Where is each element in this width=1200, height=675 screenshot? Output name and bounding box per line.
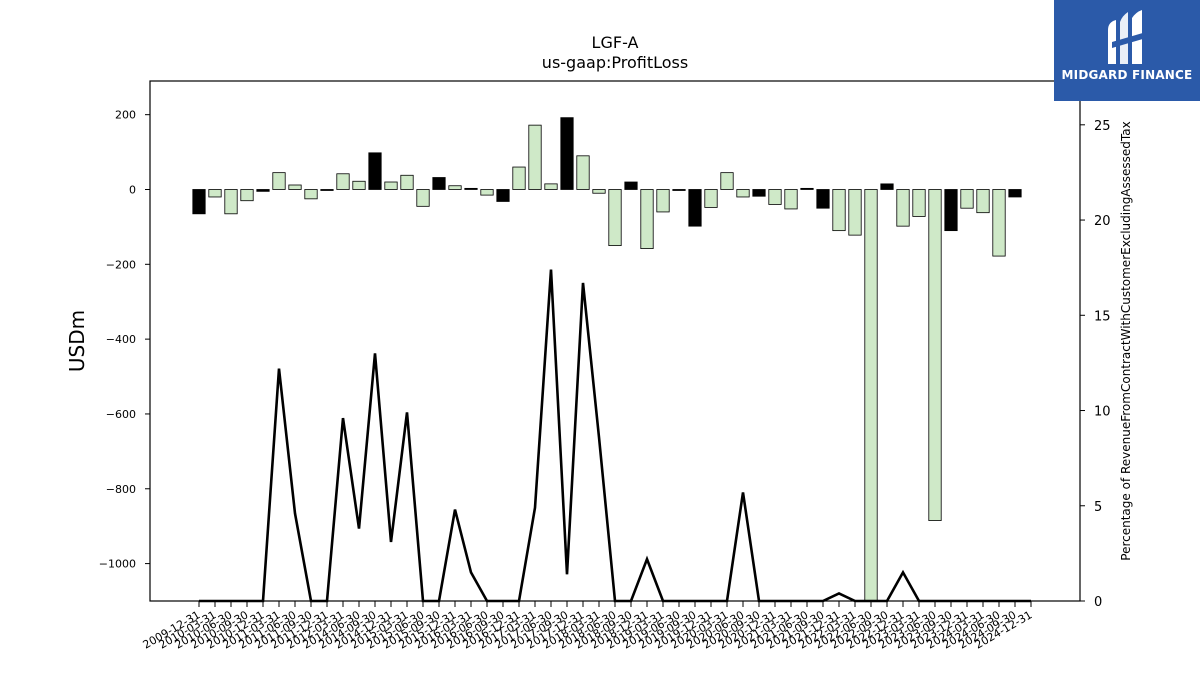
logo-text: MIDGARD FINANCE	[1061, 68, 1193, 82]
bar	[1008, 189, 1022, 198]
bar	[992, 189, 1006, 257]
bar	[944, 189, 958, 232]
bar	[256, 189, 270, 192]
bar	[656, 189, 670, 213]
y-tick-label: −200	[106, 258, 136, 271]
y2-axis-label: Percentage of RevenueFromContractWithCus…	[1119, 121, 1133, 560]
bar	[240, 189, 254, 202]
bar	[320, 189, 334, 191]
bar	[800, 187, 814, 190]
bar	[304, 189, 318, 200]
bar	[752, 189, 766, 197]
bar	[192, 189, 206, 215]
bar	[272, 172, 286, 190]
y2-tick-label: 15	[1094, 309, 1111, 324]
bar	[784, 189, 798, 210]
y-tick-label: 0	[129, 183, 136, 196]
bar	[592, 189, 606, 194]
y-tick-label: −600	[106, 408, 136, 421]
bar	[848, 189, 862, 236]
chart-title: LGF-A	[592, 33, 639, 52]
bar	[976, 189, 990, 214]
y2-tick-label: 0	[1094, 595, 1102, 610]
y-tick-label: 200	[115, 109, 136, 122]
bar	[416, 189, 430, 207]
bar	[400, 174, 414, 190]
bar	[528, 124, 542, 190]
bar	[928, 189, 942, 521]
bar	[208, 189, 222, 198]
bar	[864, 189, 878, 602]
bar	[560, 117, 574, 190]
bar	[352, 180, 366, 190]
bar	[912, 189, 926, 217]
bar	[432, 177, 446, 190]
bar	[832, 189, 846, 232]
bar	[768, 189, 782, 205]
bar	[704, 189, 718, 208]
midgard-finance-logo: MIDGARD FINANCE	[1054, 0, 1200, 101]
bar	[672, 189, 686, 191]
y2-tick-label: 10	[1094, 405, 1111, 420]
bar	[896, 189, 910, 227]
bar	[336, 173, 350, 190]
bar	[464, 187, 478, 190]
bar	[880, 183, 894, 190]
bar	[224, 189, 238, 215]
y2-tick-label: 5	[1094, 500, 1102, 515]
midgard-logo-icon	[1108, 10, 1146, 64]
bar	[368, 152, 382, 190]
bar	[448, 185, 462, 190]
bar	[816, 189, 830, 209]
y2-tick-label: 20	[1094, 214, 1111, 229]
bar	[608, 189, 622, 247]
series-line	[199, 269, 1031, 603]
bar	[624, 181, 638, 190]
chart-subtitle: us-gaap:ProfitLoss	[542, 53, 688, 72]
y-tick-label: −1000	[99, 558, 136, 571]
plot-frame	[149, 80, 1081, 602]
bar	[384, 181, 398, 190]
bar	[640, 189, 654, 249]
bar	[480, 189, 494, 196]
bar	[512, 166, 526, 190]
bar	[720, 172, 734, 190]
bar	[688, 189, 702, 227]
bar	[736, 189, 750, 198]
y-tick-label: −400	[106, 333, 136, 346]
bar	[960, 189, 974, 209]
bar	[544, 183, 558, 190]
bar	[576, 155, 590, 190]
y-tick-label: −800	[106, 483, 136, 496]
bar	[496, 189, 510, 202]
y-axis-label: USDm	[65, 310, 89, 372]
bar	[288, 184, 302, 190]
y2-tick-label: 25	[1094, 119, 1111, 134]
